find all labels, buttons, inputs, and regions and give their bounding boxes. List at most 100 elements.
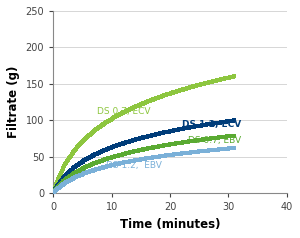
Point bbox=[120, 161, 125, 165]
Point bbox=[137, 103, 142, 107]
Point bbox=[170, 142, 175, 146]
Point bbox=[158, 95, 162, 99]
Point bbox=[215, 148, 220, 152]
Point bbox=[55, 180, 59, 183]
Point bbox=[86, 134, 91, 137]
Point bbox=[167, 153, 171, 157]
Point bbox=[126, 140, 130, 144]
Point bbox=[106, 119, 110, 123]
Point bbox=[118, 153, 123, 157]
Point bbox=[106, 164, 111, 168]
Point bbox=[79, 173, 84, 176]
Text: DS 0.7, ECV: DS 0.7, ECV bbox=[97, 107, 151, 116]
Point bbox=[85, 164, 90, 168]
Point bbox=[82, 172, 87, 175]
Point bbox=[225, 147, 230, 151]
Point bbox=[153, 145, 158, 149]
Point bbox=[169, 153, 174, 157]
Point bbox=[65, 180, 70, 184]
Point bbox=[176, 128, 180, 132]
Point bbox=[118, 142, 123, 146]
Point bbox=[74, 170, 79, 174]
Point bbox=[56, 175, 61, 179]
Point bbox=[196, 138, 200, 142]
Point bbox=[148, 146, 153, 150]
Point bbox=[185, 140, 190, 144]
Point bbox=[232, 119, 237, 122]
Point bbox=[71, 166, 76, 170]
Point bbox=[100, 166, 105, 169]
Point bbox=[178, 141, 183, 144]
Point bbox=[188, 150, 193, 154]
Point bbox=[104, 148, 109, 151]
Point bbox=[149, 156, 154, 159]
Point bbox=[168, 142, 173, 146]
Point bbox=[150, 133, 155, 137]
Point bbox=[163, 130, 168, 134]
Point bbox=[182, 151, 187, 155]
Point bbox=[140, 148, 145, 151]
Point bbox=[182, 140, 187, 144]
Point bbox=[106, 147, 111, 150]
Point bbox=[109, 163, 114, 167]
Point bbox=[158, 144, 163, 148]
Point bbox=[167, 129, 172, 133]
Point bbox=[139, 136, 144, 140]
Point bbox=[56, 187, 60, 190]
Point bbox=[163, 154, 168, 158]
Point bbox=[72, 176, 77, 180]
Point bbox=[155, 96, 160, 100]
Point bbox=[200, 138, 205, 141]
Point bbox=[98, 159, 102, 163]
Point bbox=[158, 132, 162, 135]
Point bbox=[80, 172, 85, 176]
Point bbox=[101, 158, 106, 162]
Point bbox=[128, 159, 132, 163]
Point bbox=[66, 171, 70, 175]
Point bbox=[85, 164, 89, 168]
Point bbox=[180, 140, 185, 144]
Point bbox=[75, 170, 80, 174]
Point bbox=[181, 151, 186, 155]
Point bbox=[111, 116, 116, 120]
Point bbox=[173, 90, 178, 94]
Point bbox=[63, 174, 68, 178]
Point bbox=[191, 84, 196, 88]
Point bbox=[195, 124, 200, 128]
Point bbox=[195, 138, 200, 142]
Point bbox=[131, 159, 136, 163]
Point bbox=[66, 158, 70, 162]
Point bbox=[152, 97, 157, 101]
Point bbox=[146, 146, 151, 150]
Point bbox=[132, 149, 137, 153]
Point bbox=[183, 126, 188, 130]
Point bbox=[152, 145, 157, 149]
Point bbox=[231, 119, 236, 122]
Point bbox=[138, 158, 143, 161]
Point bbox=[199, 82, 204, 86]
Point bbox=[167, 92, 171, 96]
Point bbox=[118, 112, 123, 116]
Point bbox=[169, 129, 174, 133]
Point bbox=[178, 88, 183, 92]
Point bbox=[120, 111, 125, 115]
Point bbox=[99, 159, 104, 163]
Point bbox=[196, 83, 200, 87]
Point bbox=[139, 157, 144, 161]
Point bbox=[61, 179, 66, 183]
Point bbox=[230, 146, 235, 150]
Point bbox=[82, 159, 87, 162]
Point bbox=[196, 138, 201, 142]
Point bbox=[193, 150, 198, 154]
Point bbox=[175, 152, 179, 156]
Point bbox=[188, 139, 193, 143]
Point bbox=[229, 119, 234, 123]
Point bbox=[142, 147, 147, 151]
Point bbox=[113, 144, 118, 148]
Point bbox=[143, 147, 148, 151]
Point bbox=[117, 162, 122, 165]
Point bbox=[197, 149, 202, 153]
Point bbox=[70, 167, 75, 171]
Point bbox=[106, 157, 110, 160]
Point bbox=[108, 156, 113, 159]
